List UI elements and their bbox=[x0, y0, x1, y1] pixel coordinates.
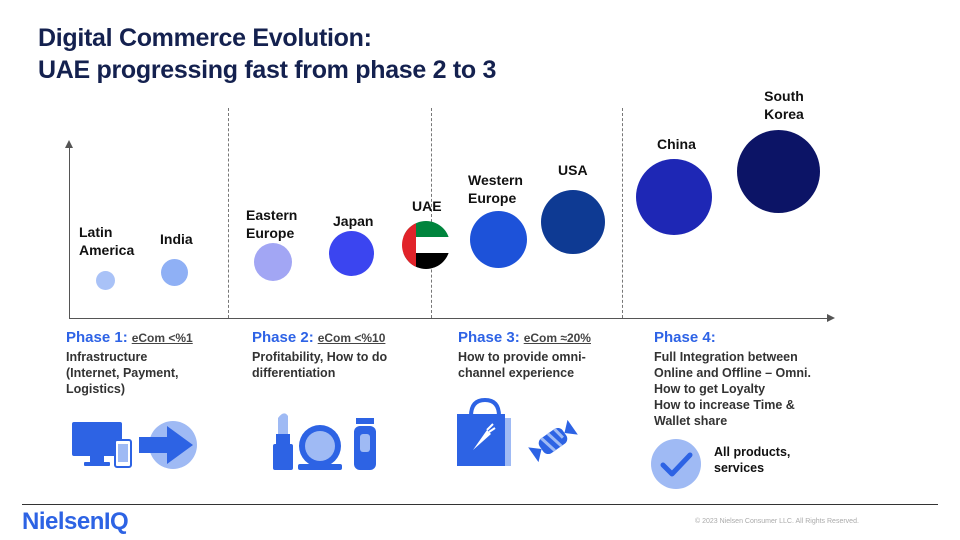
label-western-europe: Western Europe bbox=[468, 172, 523, 206]
phase-divider-3 bbox=[622, 108, 623, 318]
bubble-china bbox=[636, 159, 712, 235]
phase-2-description: Profitability, How to do differentiation bbox=[252, 350, 388, 380]
uae-flag-icon bbox=[402, 221, 450, 269]
label-usa: USA bbox=[558, 162, 588, 178]
phase-1-title: Phase 1: bbox=[66, 329, 128, 346]
label-india: India bbox=[160, 231, 193, 247]
bubble-usa bbox=[541, 190, 605, 254]
copyright-text: © 2023 Nielsen Consumer LLC. All Rights … bbox=[695, 518, 859, 525]
bubble-japan bbox=[329, 231, 374, 276]
y-axis bbox=[69, 146, 70, 319]
phase-2-ecom: eCom <%10 bbox=[317, 331, 386, 345]
bubble-eastern-europe bbox=[254, 243, 292, 281]
phase-1: Phase 1: eCom <%1 Infrastructure (Interne… bbox=[66, 329, 236, 397]
phase-3-title: Phase 3: bbox=[458, 329, 520, 346]
beauty-products-icon bbox=[273, 413, 376, 470]
phase-3-description: How to provide omni- channel experience bbox=[458, 350, 586, 380]
phase-1-ecom: eCom <%1 bbox=[131, 331, 193, 345]
title-line-2: UAE progressing fast from phase 2 to 3 bbox=[38, 56, 497, 84]
x-axis-arrow-icon bbox=[827, 314, 835, 322]
candy-icon bbox=[528, 420, 578, 462]
label-japan: Japan bbox=[333, 213, 374, 229]
label-south-korea: South Korea bbox=[764, 88, 804, 122]
label-china: China bbox=[657, 136, 696, 152]
x-axis bbox=[69, 318, 829, 319]
page-title: Digital Commerce Evolution: UAE progress… bbox=[38, 22, 496, 86]
phase-3-ecom: eCom ≈20% bbox=[523, 331, 591, 345]
all-products-note: All products, services bbox=[714, 445, 791, 475]
phase-4-description: Full Integration between Online and Offl… bbox=[654, 350, 811, 428]
phase-2: Phase 2: eCom <%10 Profitability, How to … bbox=[252, 329, 422, 381]
bubble-western-europe bbox=[470, 211, 527, 268]
label-uae: UAE bbox=[412, 198, 442, 214]
bubble-latin-america bbox=[96, 271, 115, 290]
label-latin-america: Latin America bbox=[79, 224, 135, 258]
arrow-right-circle-icon bbox=[139, 421, 197, 469]
phase-divider-1 bbox=[228, 108, 229, 318]
shopping-bag-icon bbox=[457, 398, 511, 466]
y-axis-arrow-icon bbox=[65, 140, 73, 148]
phase-2-title: Phase 2: bbox=[252, 329, 314, 346]
label-eastern-europe: Eastern Europe bbox=[246, 207, 298, 241]
phase-divider-2 bbox=[431, 108, 432, 318]
bubble-india bbox=[161, 259, 188, 286]
title-line-1: Digital Commerce Evolution: bbox=[38, 24, 372, 52]
computer-phone-icon bbox=[72, 422, 132, 468]
bubble-south-korea bbox=[737, 130, 820, 213]
phase-1-description: Infrastructure (Internet, Payment, Logis… bbox=[66, 350, 179, 396]
checkmark-circle-icon bbox=[651, 439, 701, 489]
phase-3: Phase 3: eCom ≈20% How to provide omni- c… bbox=[458, 329, 628, 381]
phase-4-title: Phase 4: bbox=[654, 329, 716, 346]
phase-4: Phase 4: Full Integration between Online… bbox=[654, 329, 854, 429]
footer-divider bbox=[22, 504, 938, 505]
nielseniq-logo: NielsenIQ bbox=[22, 508, 129, 535]
